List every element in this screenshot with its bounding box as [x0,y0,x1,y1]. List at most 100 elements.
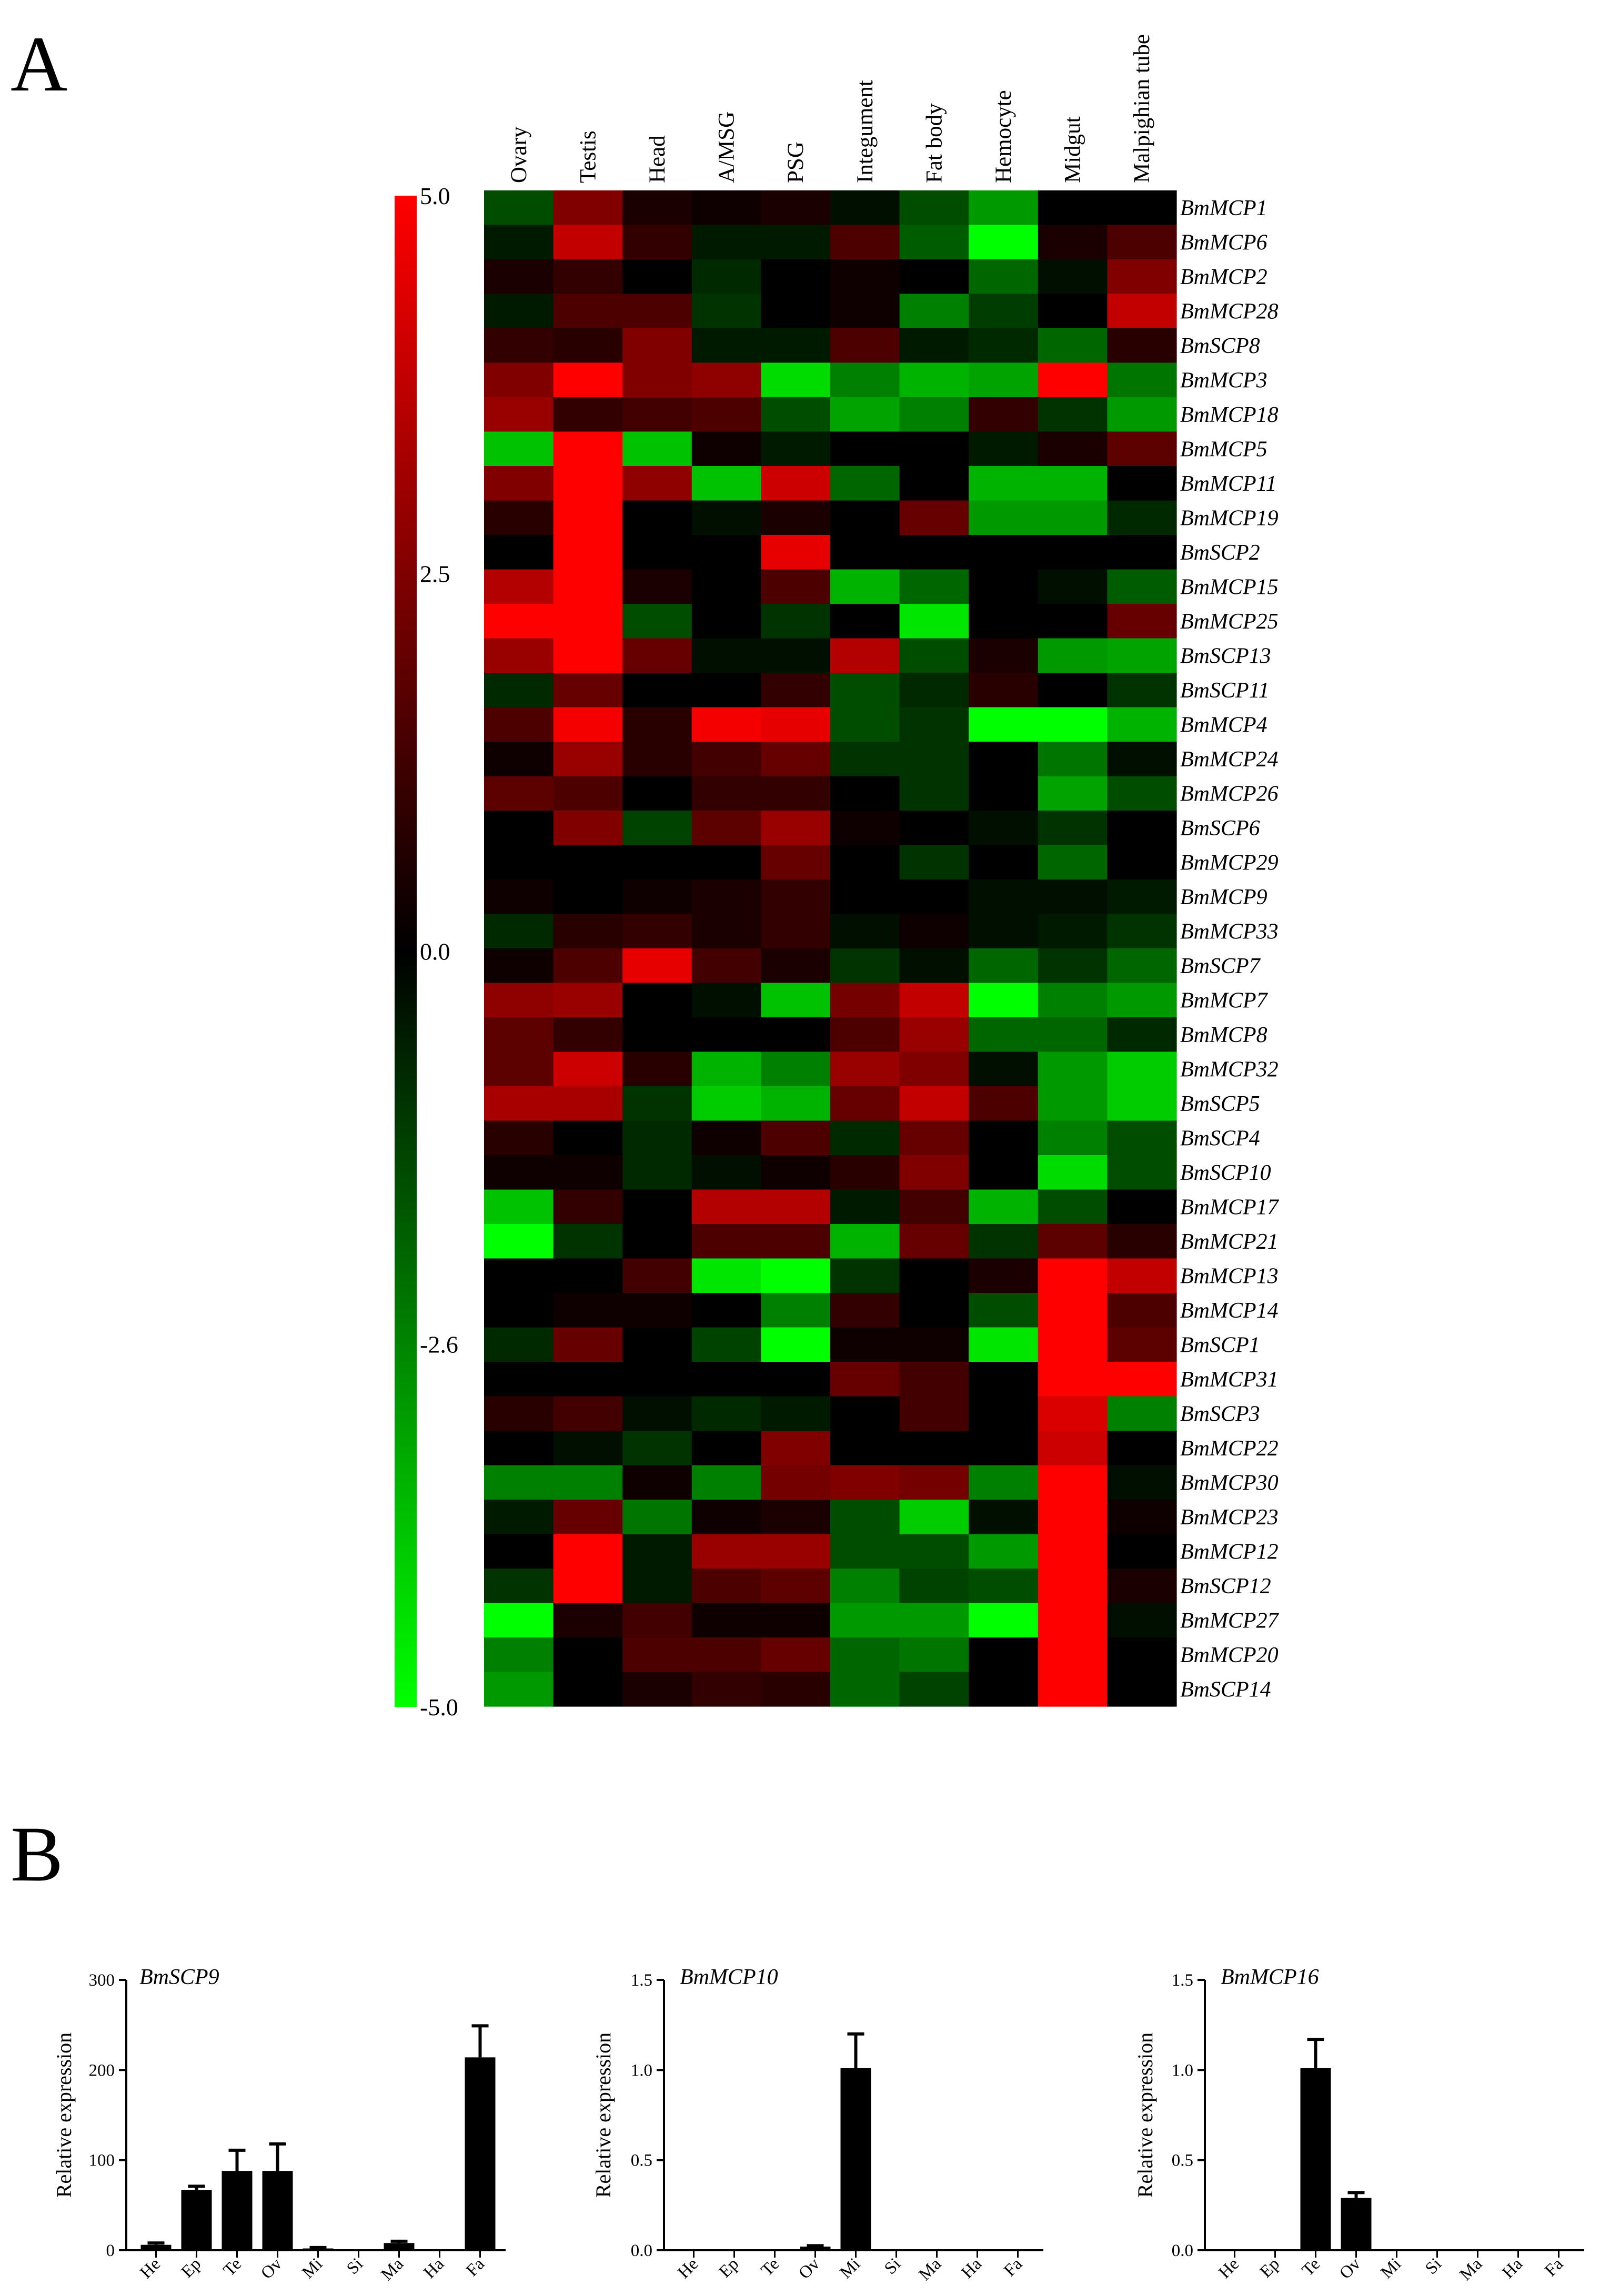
heatmap-cell [553,535,623,570]
bar-chart-title: BmMCP10 [680,1965,778,1989]
heatmap-cell [969,1637,1039,1673]
heatmap-cell [969,1051,1039,1087]
heatmap-cell [622,1500,692,1535]
heatmap-cell [899,1396,969,1431]
heatmap-cell [899,1051,969,1087]
heatmap-cell [830,362,900,398]
x-tick-label: Si [881,2254,904,2278]
heatmap-cell [1107,190,1177,226]
heatmap-cell [761,1362,831,1397]
heatmap-row-label: BmSCP13 [1180,644,1271,668]
heatmap-row-label: BmMCP24 [1180,747,1279,772]
heatmap-row-label: BmMCP1 [1180,196,1267,220]
heatmap-cell [484,294,554,329]
heatmap-cell [1038,1603,1108,1638]
heatmap-cell [899,1224,969,1259]
heatmap-cell [969,1120,1039,1156]
heatmap-cell [830,776,900,811]
heatmap-row-label: BmSCP1 [1180,1333,1260,1357]
heatmap-cell [969,535,1039,570]
heatmap-cell [484,1672,554,1707]
y-tick-label: 0.0 [631,2241,652,2260]
heatmap-cell [761,1500,831,1535]
heatmap-cell [830,983,900,1018]
heatmap-cell [1038,1534,1108,1569]
heatmap-cell [1107,1637,1177,1673]
heatmap-column-label: Ovary [507,126,531,183]
heatmap-cell [1038,983,1108,1018]
heatmap-cell [899,466,969,501]
heatmap-column-label: Head [645,135,670,183]
heatmap-cell [761,1534,831,1569]
heatmap-cell [553,983,623,1018]
heatmap-cell [484,811,554,846]
heatmap-cell [899,811,969,846]
heatmap-row-label: BmMCP11 [1180,472,1277,496]
heatmap-row-label: BmSCP3 [1180,1402,1260,1426]
heatmap-cell [553,1500,623,1535]
heatmap-cell [969,811,1039,846]
heatmap-cell [622,1224,692,1259]
heatmap-row-label: BmSCP11 [1180,679,1270,703]
heatmap-cell [761,1120,831,1156]
heatmap-cell [691,225,761,260]
heatmap-cell [969,1086,1039,1121]
heatmap-cell [553,362,623,398]
heatmap-cell [622,328,692,363]
heatmap-cell [553,500,623,535]
heatmap-cell [691,1051,761,1087]
heatmap-cell [1038,879,1108,915]
heatmap-cell [691,1327,761,1362]
heatmap-cell [1107,1500,1177,1535]
color-scale-label: 5.0 [420,183,450,209]
heatmap-cell [691,673,761,708]
heatmap-cell [484,1258,554,1293]
heatmap-cell [830,604,900,639]
heatmap-cell [830,845,900,880]
heatmap-cell [899,1637,969,1673]
heatmap-cell [553,1534,623,1569]
y-tick-label: 1.5 [631,1971,652,1990]
heatmap-cell [830,1224,900,1259]
heatmap-cell [1107,466,1177,501]
heatmap-row-label: BmMCP27 [1180,1609,1280,1633]
heatmap-cell [553,294,623,329]
heatmap-cell [969,431,1039,467]
heatmap-cell [830,294,900,329]
heatmap-cell [622,604,692,639]
heatmap-cell [622,1396,692,1431]
heatmap-cell [553,1569,623,1604]
heatmap-cell [1038,638,1108,673]
heatmap-cell [899,845,969,880]
heatmap-cell [691,1569,761,1604]
heatmap-cell [969,294,1039,329]
heatmap-cell [899,1155,969,1190]
heatmap-cell [969,1603,1039,1638]
heatmap-cell [484,845,554,880]
heatmap-cell [761,1258,831,1293]
heatmap-cell [691,1120,761,1156]
heatmap-row-label: BmSCP5 [1180,1092,1260,1116]
heatmap-column-label: Midgut [1061,116,1085,183]
heatmap-cell [484,1431,554,1466]
y-tick-label: 1.5 [1172,1971,1193,1990]
heatmap-cell [1107,362,1177,398]
heatmap-cell [553,1672,623,1707]
heatmap-cell [484,1120,554,1156]
heatmap-cell [830,259,900,295]
y-tick-label: 1.0 [1172,2061,1193,2080]
heatmap-cell [484,604,554,639]
heatmap-cell [761,673,831,708]
heatmap-cell [830,1500,900,1535]
heatmap-cell [899,190,969,226]
heatmap-cell [1107,673,1177,708]
heatmap-cell [622,1672,692,1707]
heatmap-cell [761,225,831,260]
heatmap-row-label: BmMCP18 [1180,403,1279,427]
heatmap-cell [1038,1189,1108,1225]
y-tick-label: 0.5 [631,2151,652,2170]
heatmap-cell [1038,1431,1108,1466]
heatmap-cell [691,983,761,1018]
x-tick-label: Ep [716,2254,742,2281]
heatmap-cell [691,1189,761,1225]
